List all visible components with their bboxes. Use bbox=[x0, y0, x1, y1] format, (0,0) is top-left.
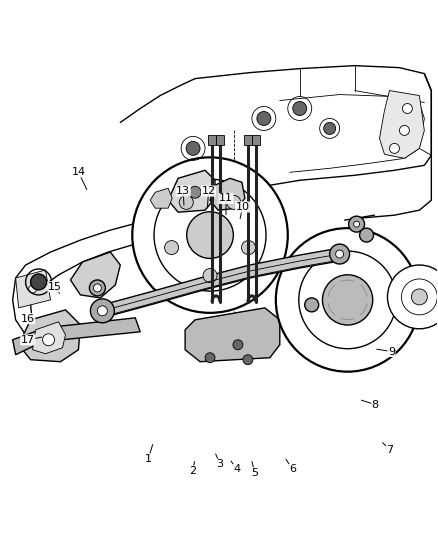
Text: 5: 5 bbox=[251, 467, 258, 478]
Polygon shape bbox=[13, 318, 140, 355]
Circle shape bbox=[322, 275, 373, 325]
Text: 6: 6 bbox=[289, 464, 296, 474]
Polygon shape bbox=[208, 135, 216, 146]
Text: 9: 9 bbox=[388, 346, 395, 357]
Text: 13: 13 bbox=[176, 186, 190, 196]
Polygon shape bbox=[168, 171, 215, 212]
Circle shape bbox=[399, 125, 410, 135]
Circle shape bbox=[93, 284, 101, 292]
Circle shape bbox=[243, 355, 253, 365]
Circle shape bbox=[28, 285, 37, 293]
Polygon shape bbox=[185, 308, 280, 362]
Polygon shape bbox=[379, 91, 424, 158]
Circle shape bbox=[388, 265, 438, 329]
Polygon shape bbox=[216, 135, 224, 146]
Circle shape bbox=[132, 157, 288, 313]
Circle shape bbox=[336, 250, 343, 258]
Circle shape bbox=[179, 196, 193, 209]
Text: 3: 3 bbox=[216, 459, 223, 469]
Text: 14: 14 bbox=[71, 167, 85, 177]
Circle shape bbox=[293, 101, 307, 116]
Circle shape bbox=[241, 240, 255, 255]
Circle shape bbox=[276, 228, 419, 372]
Circle shape bbox=[203, 269, 217, 282]
Circle shape bbox=[257, 111, 271, 125]
Circle shape bbox=[353, 221, 360, 227]
Circle shape bbox=[89, 280, 106, 296]
Circle shape bbox=[186, 141, 200, 155]
Circle shape bbox=[42, 334, 54, 346]
Text: 7: 7 bbox=[387, 445, 394, 455]
Circle shape bbox=[360, 228, 374, 242]
Text: 11: 11 bbox=[219, 193, 233, 204]
Text: 1: 1 bbox=[145, 454, 152, 464]
Circle shape bbox=[90, 299, 114, 323]
Circle shape bbox=[324, 123, 336, 134]
Circle shape bbox=[154, 179, 266, 291]
Polygon shape bbox=[71, 252, 120, 298]
Circle shape bbox=[403, 103, 413, 114]
Polygon shape bbox=[16, 270, 50, 308]
Text: 16: 16 bbox=[21, 313, 35, 324]
Polygon shape bbox=[244, 135, 252, 146]
Text: 2: 2 bbox=[189, 466, 196, 476]
Circle shape bbox=[411, 289, 427, 305]
Text: 12: 12 bbox=[201, 186, 215, 196]
Circle shape bbox=[165, 240, 179, 255]
Text: 4: 4 bbox=[233, 464, 240, 474]
Circle shape bbox=[227, 196, 241, 209]
Polygon shape bbox=[210, 178, 245, 210]
Polygon shape bbox=[150, 188, 172, 208]
Circle shape bbox=[305, 298, 319, 312]
Circle shape bbox=[299, 251, 396, 349]
Circle shape bbox=[389, 143, 399, 154]
Circle shape bbox=[187, 212, 233, 259]
Polygon shape bbox=[102, 248, 339, 318]
Circle shape bbox=[205, 353, 215, 362]
Circle shape bbox=[349, 216, 364, 232]
Text: 15: 15 bbox=[48, 281, 62, 292]
Circle shape bbox=[233, 340, 243, 350]
Text: 17: 17 bbox=[21, 335, 35, 345]
Circle shape bbox=[401, 279, 437, 315]
Polygon shape bbox=[19, 310, 81, 362]
Circle shape bbox=[31, 274, 46, 290]
Text: 10: 10 bbox=[236, 202, 250, 212]
Text: 8: 8 bbox=[372, 400, 379, 410]
Polygon shape bbox=[252, 135, 260, 146]
Polygon shape bbox=[32, 322, 66, 354]
Circle shape bbox=[330, 244, 350, 264]
Circle shape bbox=[189, 186, 201, 198]
Circle shape bbox=[97, 306, 107, 316]
